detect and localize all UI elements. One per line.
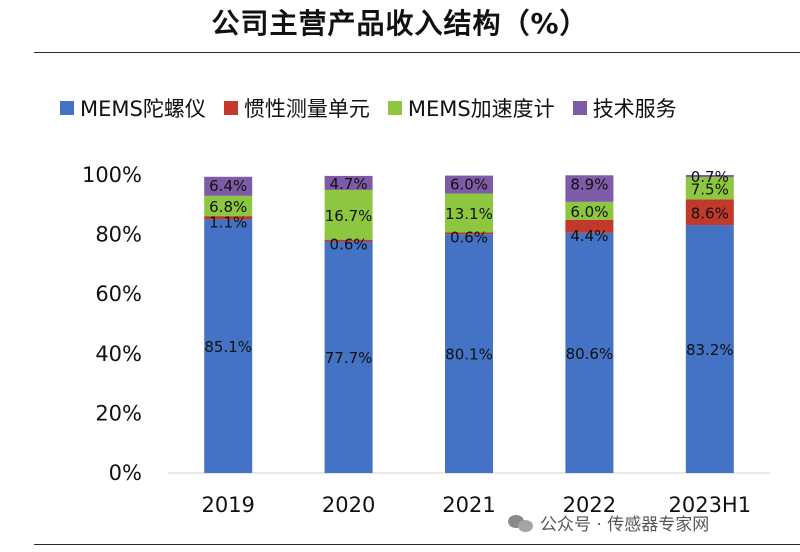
- bar-segment: [324, 239, 373, 242]
- data-label: 0.7%: [691, 168, 729, 186]
- data-label: 6.0%: [450, 176, 488, 194]
- legend-item: MEMS加速度计: [387, 93, 555, 123]
- y-tick-label: 20%: [95, 401, 142, 425]
- legend-item: 技术服务: [572, 93, 677, 123]
- data-label: 0.6%: [450, 228, 488, 246]
- chart-legend: MEMS陀螺仪 惯性测量单元 MEMS加速度计 技术服务: [60, 92, 780, 124]
- data-label: 4.4%: [570, 227, 608, 245]
- data-label: 77.7%: [325, 349, 373, 367]
- x-tick-label: 2022: [563, 493, 616, 517]
- y-tick-label: 60%: [95, 282, 142, 306]
- data-label: 1.1%: [209, 213, 247, 231]
- bar-segment: [685, 225, 734, 473]
- legend-label: 惯性测量单元: [243, 97, 370, 121]
- legend-label: MEMS陀螺仪: [80, 97, 206, 121]
- watermark-text: 公众号 · 传感器专家网: [540, 515, 710, 535]
- bar-segment: [685, 199, 734, 226]
- data-label: 83.2%: [686, 341, 734, 359]
- bar-segment: [204, 216, 253, 220]
- chart-title: 公司主营产品收入结构（%）: [211, 7, 589, 40]
- data-label: 6.0%: [570, 203, 608, 221]
- data-label: 0.6%: [330, 235, 368, 253]
- watermark: 公众号 · 传感器专家网: [508, 510, 709, 535]
- bar-segment: [685, 177, 734, 200]
- data-label: 80.1%: [445, 346, 493, 364]
- wechat-icon: [508, 513, 534, 533]
- bar-segment: [324, 175, 373, 190]
- y-tick-label: 80%: [95, 223, 142, 247]
- y-tick-label: 100%: [82, 163, 142, 187]
- data-label: 8.9%: [570, 175, 608, 193]
- data-label: 85.1%: [204, 338, 252, 356]
- y-tick-label: 40%: [95, 342, 142, 366]
- bar-segment: [565, 175, 614, 202]
- legend-label: 技术服务: [592, 97, 677, 121]
- y-tick-label: 0%: [109, 461, 142, 485]
- legend-swatch: [387, 101, 402, 115]
- bar-segment: [204, 219, 253, 473]
- data-label: 4.7%: [330, 175, 368, 193]
- bottom-divider: [34, 544, 800, 545]
- data-label: 8.6%: [691, 204, 729, 222]
- x-tick-label: 2019: [201, 493, 254, 517]
- data-label: 80.6%: [566, 345, 614, 363]
- bar-segment: [204, 195, 253, 217]
- bar-segment: [565, 201, 614, 220]
- legend-item: MEMS陀螺仪: [60, 93, 206, 123]
- x-tick-label: 2020: [322, 493, 375, 517]
- legend-swatch: [60, 101, 74, 115]
- bar-segment: [324, 189, 373, 240]
- data-label: 16.7%: [325, 207, 373, 225]
- bar-segment: [445, 234, 493, 473]
- legend-item: 惯性测量单元: [223, 93, 370, 123]
- bar-segment: [204, 176, 253, 196]
- x-tick-label: 2021: [442, 493, 495, 517]
- x-tick-label: 2023H1: [668, 493, 751, 517]
- legend-swatch: [572, 101, 587, 115]
- title-divider: [34, 52, 800, 53]
- bar-segment: [445, 193, 493, 233]
- bar-segment: [565, 219, 614, 233]
- bar-segment: [565, 232, 614, 473]
- legend-label: MEMS加速度计: [407, 97, 555, 121]
- bar-segment: [324, 241, 373, 473]
- bar-segment: [445, 232, 493, 235]
- bar-segment: [445, 175, 493, 194]
- data-label: 6.4%: [209, 177, 247, 195]
- data-label: 7.5%: [691, 180, 729, 198]
- bar-segment: [685, 175, 734, 178]
- legend-swatch: [223, 101, 238, 115]
- data-label: 6.8%: [209, 198, 247, 216]
- data-label: 13.1%: [445, 205, 493, 223]
